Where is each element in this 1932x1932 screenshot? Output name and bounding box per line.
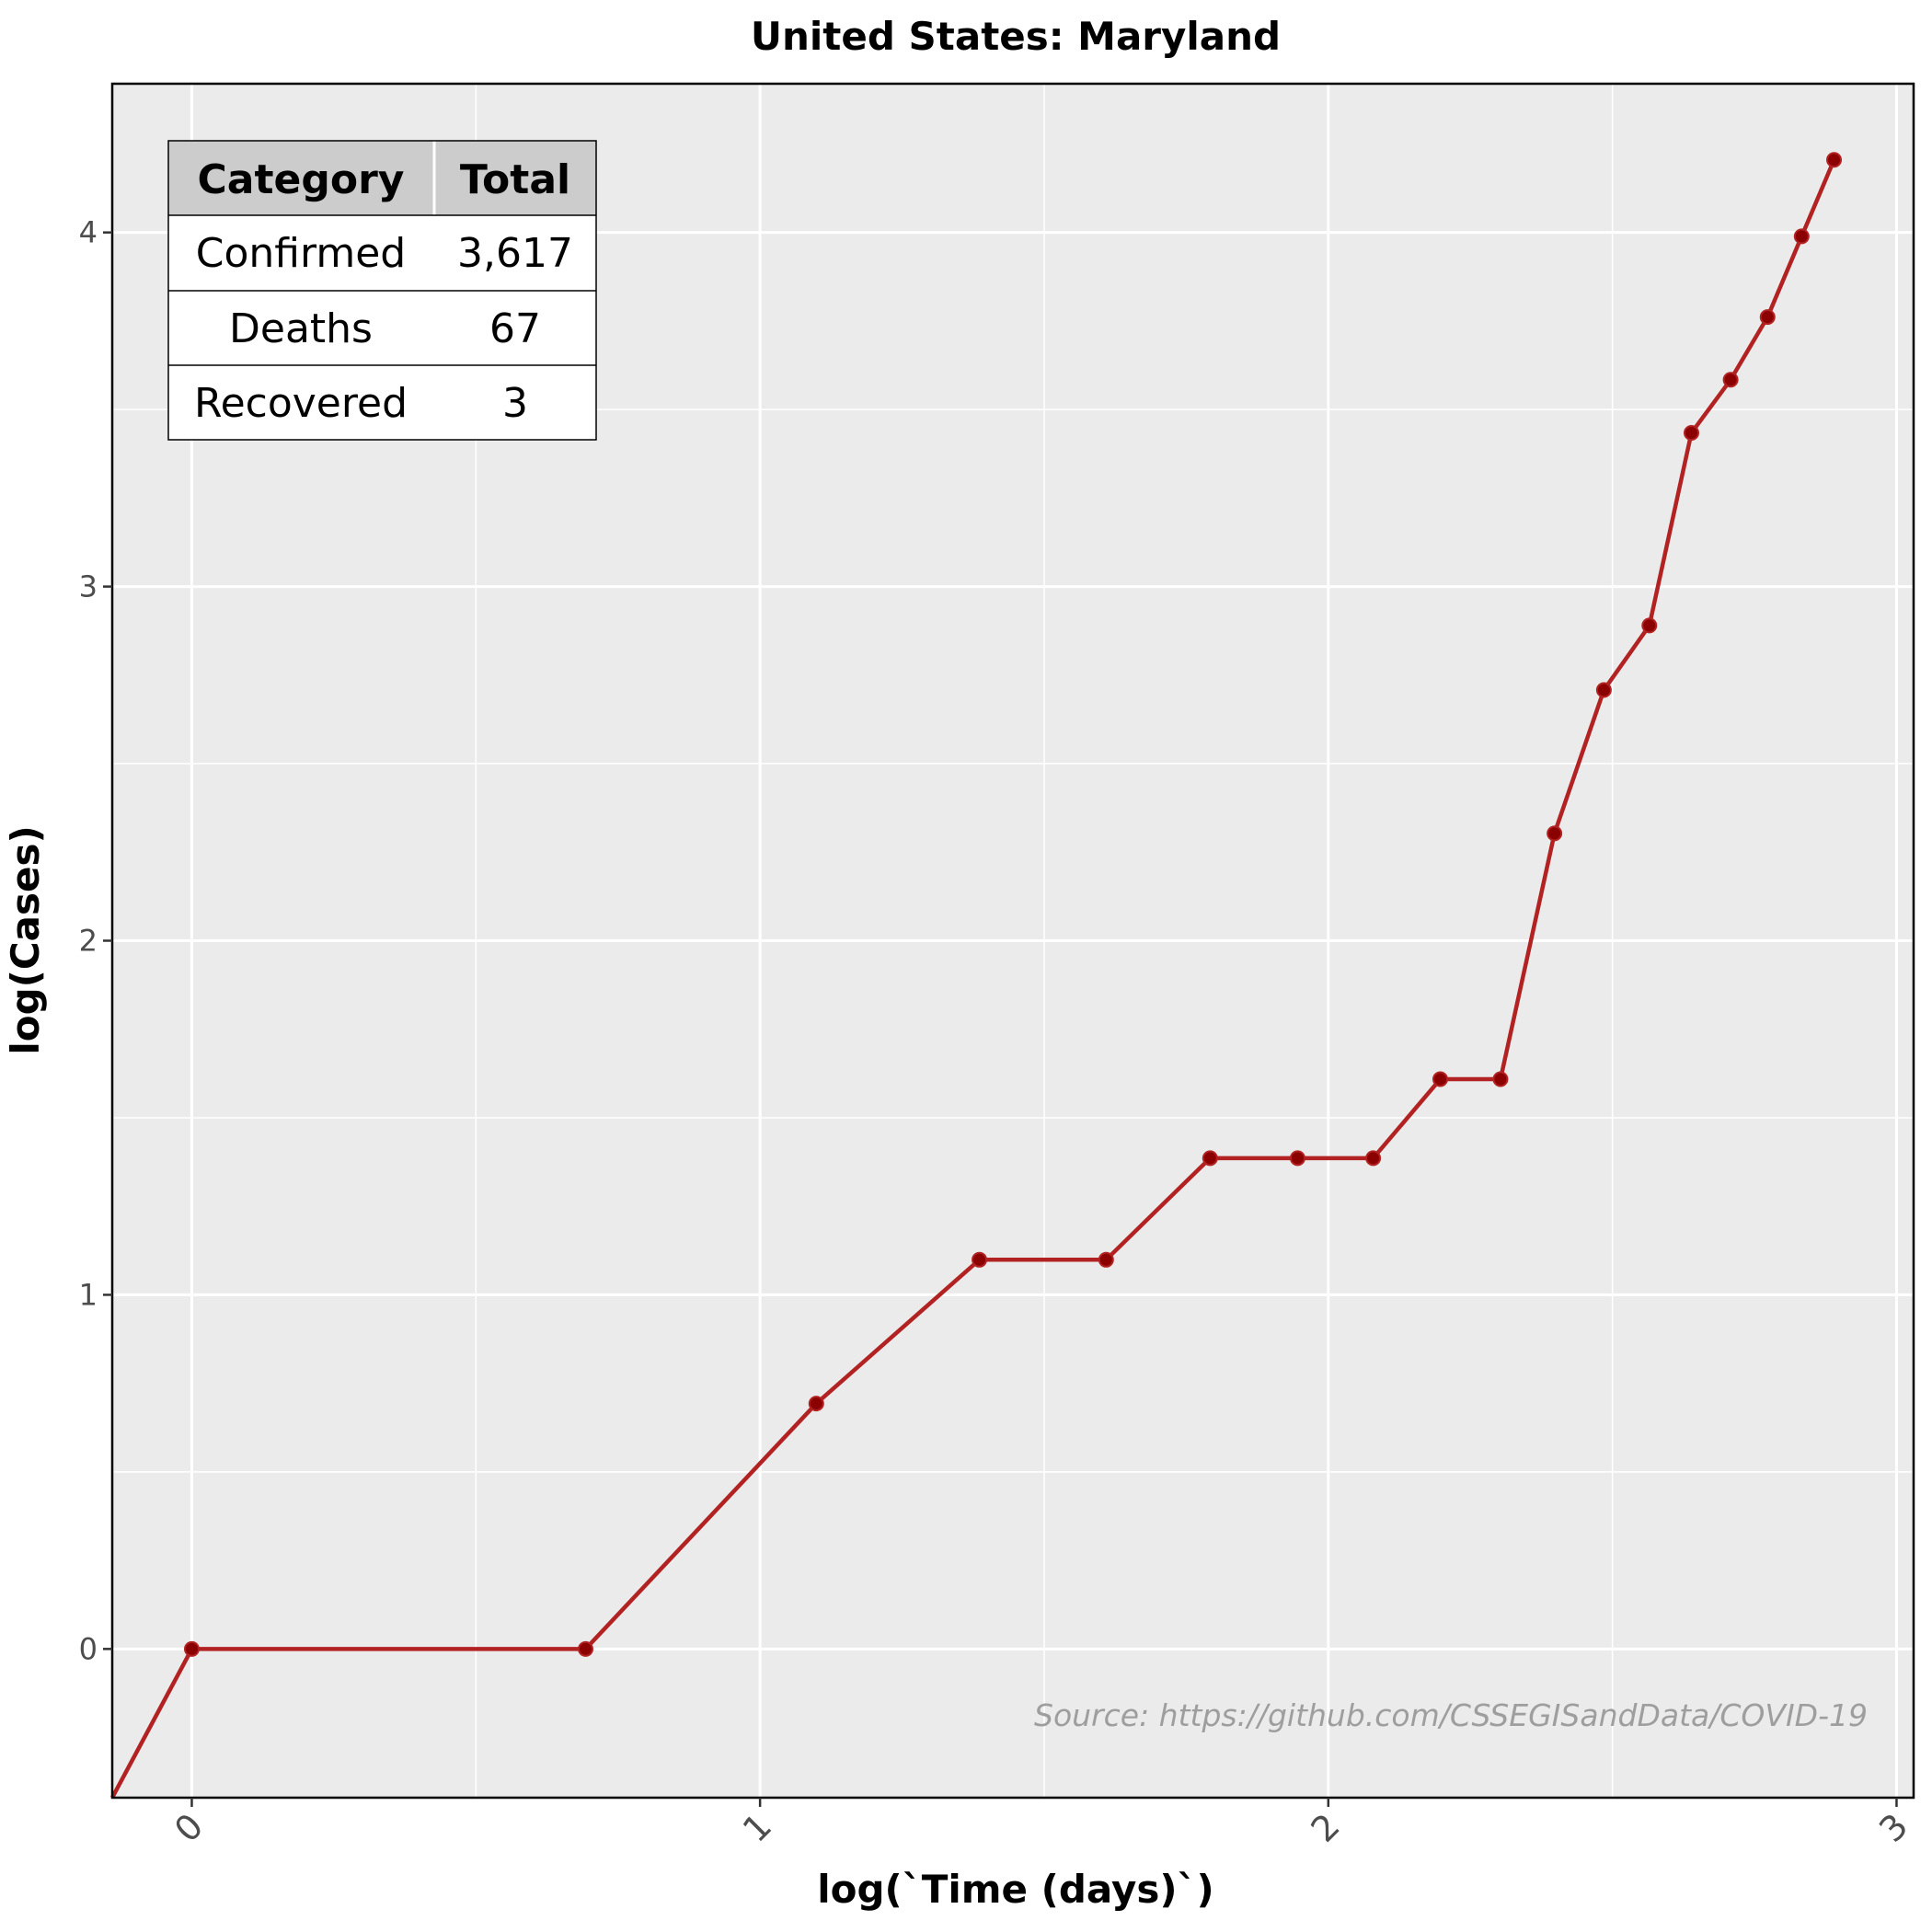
data-point — [1098, 1251, 1114, 1268]
data-point — [1365, 1150, 1382, 1167]
table-cell-category: Confirmed — [196, 230, 406, 277]
table-header-category: Category — [198, 156, 405, 203]
table-cell-total: 3,617 — [457, 230, 573, 277]
x-tick-label: 1 — [735, 1806, 779, 1850]
y-tick-label: 0 — [79, 1631, 98, 1666]
x-tick-label: 3 — [1871, 1806, 1915, 1850]
data-point — [1722, 372, 1739, 388]
data-point — [808, 1396, 824, 1412]
chart-title: United States: Maryland — [751, 14, 1281, 59]
table-cell-category: Deaths — [229, 305, 373, 352]
data-point — [183, 1640, 200, 1657]
data-point — [1547, 825, 1563, 842]
data-point — [1683, 425, 1699, 442]
data-point — [578, 1640, 594, 1657]
y-tick-label: 2 — [79, 924, 98, 959]
y-tick-label: 1 — [79, 1277, 98, 1312]
data-point — [1595, 682, 1612, 698]
data-point — [1492, 1071, 1509, 1087]
data-series — [110, 152, 1843, 1800]
source-note: Source: https://github.com/CSSEGISandDat… — [1034, 1697, 1868, 1733]
data-point — [1641, 617, 1658, 634]
data-point — [1826, 152, 1843, 168]
data-point — [972, 1251, 988, 1268]
y-tick-label: 4 — [79, 215, 98, 250]
table-header-bg — [168, 141, 596, 215]
table-cell-category: Recovered — [194, 380, 408, 427]
data-point — [1793, 228, 1810, 245]
y-tick-label: 3 — [79, 569, 98, 604]
table-cell-total: 67 — [489, 305, 541, 352]
data-point — [1289, 1150, 1305, 1167]
x-tick-label: 2 — [1304, 1806, 1348, 1850]
data-point — [1202, 1150, 1218, 1167]
table-cell-total: 3 — [502, 380, 528, 427]
table-body-bg — [168, 215, 596, 440]
summary-table: Category Total Confirmed 3,617 Deaths 67… — [167, 140, 597, 441]
data-point — [1759, 309, 1776, 326]
x-tick-label: 0 — [167, 1806, 211, 1850]
y-axis-title: log(Cases) — [3, 825, 48, 1054]
data-point — [1432, 1071, 1448, 1087]
x-axis-title: log(`Time (days)`) — [817, 1867, 1214, 1912]
table-header-total: Total — [460, 156, 570, 203]
